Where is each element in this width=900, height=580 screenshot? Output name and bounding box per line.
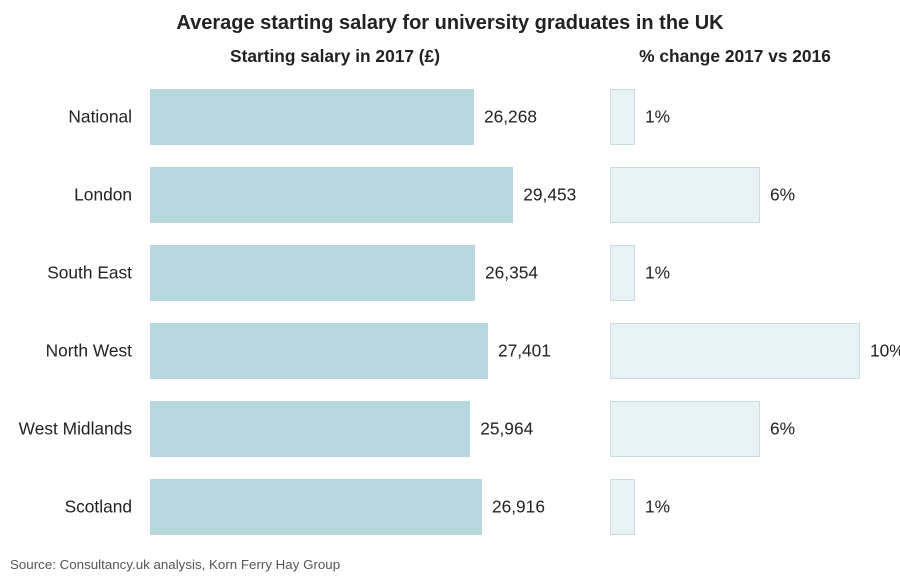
salary-bar bbox=[150, 401, 470, 457]
change-value-label: 10% bbox=[870, 341, 900, 362]
salary-value-label: 26,354 bbox=[485, 263, 538, 284]
change-bar-track bbox=[610, 401, 860, 457]
salary-bar-track bbox=[150, 323, 520, 379]
salary-bar bbox=[150, 479, 482, 535]
salary-value-label: 25,964 bbox=[480, 419, 533, 440]
change-value-label: 6% bbox=[770, 185, 795, 206]
salary-bar-track bbox=[150, 245, 520, 301]
salary-value-label: 26,916 bbox=[492, 497, 545, 518]
category-label: Scotland bbox=[0, 497, 140, 518]
change-bar bbox=[610, 479, 635, 535]
change-bar bbox=[610, 401, 760, 457]
category-label: South East bbox=[0, 263, 140, 284]
change-bar-track bbox=[610, 167, 860, 223]
chart-rows: National 26,268 1% London 29,453 6% South East… bbox=[0, 78, 900, 546]
chart-container: Average starting salary for university g… bbox=[0, 0, 900, 580]
salary-bar bbox=[150, 245, 475, 301]
chart-row: London 29,453 6% bbox=[0, 156, 900, 234]
left-panel-header: Starting salary in 2017 (£) bbox=[150, 46, 520, 67]
salary-bar bbox=[150, 323, 488, 379]
change-bar bbox=[610, 89, 635, 145]
chart-row: South East 26,354 1% bbox=[0, 234, 900, 312]
right-panel-header: % change 2017 vs 2016 bbox=[610, 46, 860, 67]
source-text: Source: Consultancy.uk analysis, Korn Fe… bbox=[10, 557, 340, 572]
change-value-label: 6% bbox=[770, 419, 795, 440]
change-value-label: 1% bbox=[645, 497, 670, 518]
salary-bar-track bbox=[150, 167, 520, 223]
salary-bar bbox=[150, 89, 474, 145]
change-bar bbox=[610, 323, 860, 379]
salary-value-label: 26,268 bbox=[484, 107, 537, 128]
salary-bar-track bbox=[150, 401, 520, 457]
chart-row: National 26,268 1% bbox=[0, 78, 900, 156]
salary-bar bbox=[150, 167, 513, 223]
category-label: North West bbox=[0, 341, 140, 362]
change-value-label: 1% bbox=[645, 107, 670, 128]
change-bar bbox=[610, 245, 635, 301]
change-bar-track bbox=[610, 323, 860, 379]
category-label: London bbox=[0, 185, 140, 206]
chart-row: Scotland 26,916 1% bbox=[0, 468, 900, 546]
chart-title: Average starting salary for university g… bbox=[0, 12, 900, 35]
category-label: West Midlands bbox=[0, 419, 140, 440]
category-label: National bbox=[0, 107, 140, 128]
salary-value-label: 27,401 bbox=[498, 341, 551, 362]
chart-row: North West 27,401 10% bbox=[0, 312, 900, 390]
salary-bar-track bbox=[150, 89, 520, 145]
chart-row: West Midlands 25,964 6% bbox=[0, 390, 900, 468]
salary-value-label: 29,453 bbox=[523, 185, 576, 206]
salary-bar-track bbox=[150, 479, 520, 535]
change-bar bbox=[610, 167, 760, 223]
change-value-label: 1% bbox=[645, 263, 670, 284]
